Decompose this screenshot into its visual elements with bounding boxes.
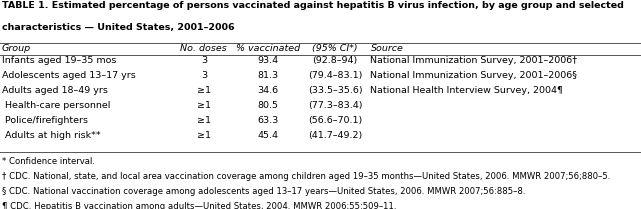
Text: (33.5–35.6): (33.5–35.6): [308, 86, 363, 95]
Text: No. doses: No. doses: [181, 44, 227, 54]
Text: ≥1: ≥1: [197, 116, 211, 125]
Text: TABLE 1. Estimated percentage of persons vaccinated against hepatitis B virus in: TABLE 1. Estimated percentage of persons…: [2, 1, 624, 10]
Text: ≥1: ≥1: [197, 86, 211, 95]
Text: 81.3: 81.3: [258, 71, 278, 80]
Text: 63.3: 63.3: [257, 116, 279, 125]
Text: Police/firefighters: Police/firefighters: [2, 116, 88, 125]
Text: (77.3–83.4): (77.3–83.4): [308, 101, 363, 110]
Text: (95% CI*): (95% CI*): [312, 44, 358, 54]
Text: Adults aged 18–49 yrs: Adults aged 18–49 yrs: [2, 86, 108, 95]
Text: 3: 3: [201, 71, 207, 80]
Text: § CDC. National vaccination coverage among adolescents aged 13–17 years—United S: § CDC. National vaccination coverage amo…: [2, 187, 526, 196]
Text: * Confidence interval.: * Confidence interval.: [2, 157, 95, 166]
Text: (41.7–49.2): (41.7–49.2): [308, 131, 362, 140]
Text: National Health Interview Survey, 2004¶: National Health Interview Survey, 2004¶: [370, 86, 563, 95]
Text: (92.8–94): (92.8–94): [313, 56, 358, 65]
Text: Group: Group: [2, 44, 31, 54]
Text: Adults at high risk**: Adults at high risk**: [2, 131, 101, 140]
Text: † CDC. National, state, and local area vaccination coverage among children aged : † CDC. National, state, and local area v…: [2, 172, 610, 181]
Text: (56.6–70.1): (56.6–70.1): [308, 116, 362, 125]
Text: ¶ CDC. Hepatitis B vaccination among adults—United States, 2004. MMWR 2006;55:50: ¶ CDC. Hepatitis B vaccination among adu…: [2, 202, 396, 209]
Text: ≥1: ≥1: [197, 131, 211, 140]
Text: 34.6: 34.6: [258, 86, 278, 95]
Text: Source: Source: [370, 44, 403, 54]
Text: ≥1: ≥1: [197, 101, 211, 110]
Text: % vaccinated: % vaccinated: [236, 44, 300, 54]
Text: National Immunization Survey, 2001–2006§: National Immunization Survey, 2001–2006§: [370, 71, 578, 80]
Text: 93.4: 93.4: [258, 56, 278, 65]
Text: Infants aged 19–35 mos: Infants aged 19–35 mos: [2, 56, 116, 65]
Text: 45.4: 45.4: [258, 131, 278, 140]
Text: 3: 3: [201, 56, 207, 65]
Text: characteristics — United States, 2001–2006: characteristics — United States, 2001–20…: [2, 23, 235, 32]
Text: Health-care personnel: Health-care personnel: [2, 101, 110, 110]
Text: (79.4–83.1): (79.4–83.1): [308, 71, 362, 80]
Text: National Immunization Survey, 2001–2006†: National Immunization Survey, 2001–2006†: [370, 56, 578, 65]
Text: Adolescents aged 13–17 yrs: Adolescents aged 13–17 yrs: [2, 71, 136, 80]
Text: 80.5: 80.5: [258, 101, 278, 110]
